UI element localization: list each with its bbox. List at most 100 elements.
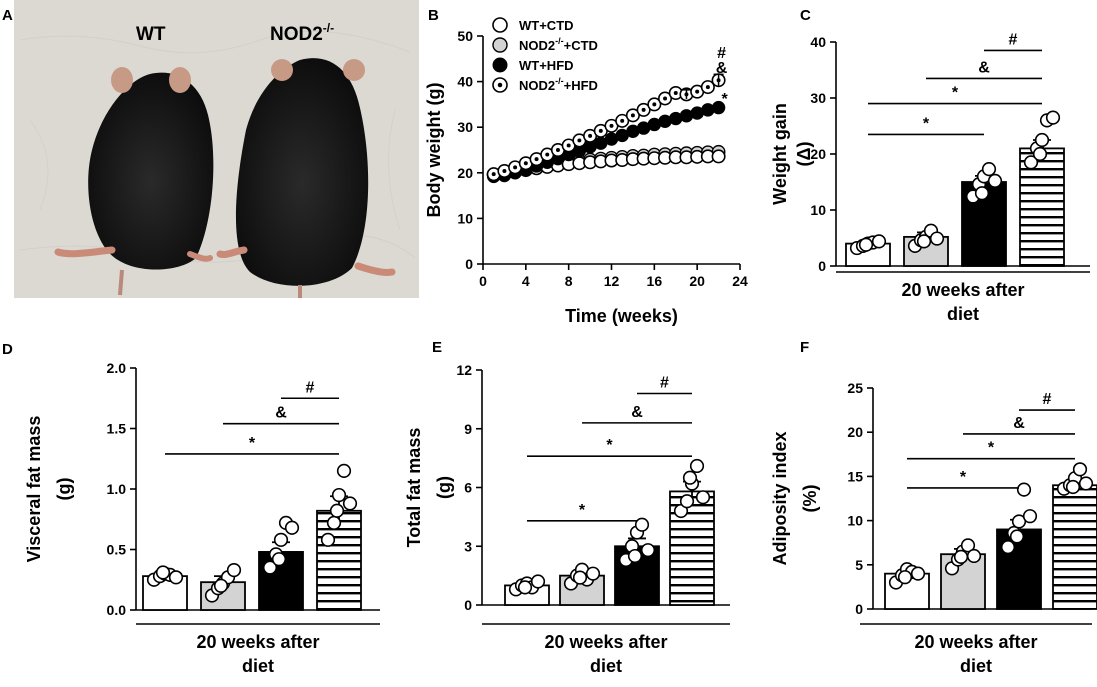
y-tick-label: 0 [464,597,472,613]
mouse-nod2-left-ear [271,59,293,81]
data-point [679,494,695,509]
mouse-nod2-body [235,58,369,286]
mouse-wt-right-foot [187,251,213,262]
data-point [329,503,345,518]
y-tick-label: 30 [457,119,473,135]
legend-label-tail: +HFD [564,78,598,93]
mouse-wt-left-foot [54,246,116,258]
y-tick-label: 9 [464,421,472,437]
mouse-nod2-right-foot [354,262,396,276]
data-point-dot-center [609,123,614,128]
data-point [271,552,287,567]
y-axis-subtitle: (Δ) [794,142,814,167]
y-tick-label: 20 [457,165,473,181]
comparison-label: * [923,115,930,132]
data-point-open [711,149,726,164]
legend-label-tail: +CTD [564,38,598,53]
y-tick-label: 10 [810,202,826,218]
y-axis-title: Weight gain [770,103,790,205]
data-point-dot-center [577,138,582,143]
y-tick-label: 30 [810,90,826,106]
data-point [640,543,656,558]
y-tick-label: 6 [464,480,472,496]
legend-label-base: WT+HFD [519,58,574,73]
y-tick-label: 0 [818,258,826,274]
y-tick-label: 0 [465,256,473,272]
weight-gain-chart: C 0 10 20 30 40 Weight gain (Δ) # & * * 20 weeks aft… [770,7,1090,324]
data-point [627,548,643,564]
y-tick-label: 5 [855,557,863,573]
data-point [320,532,336,547]
x-axis-title: Time (weeks) [565,306,678,326]
data-point [929,231,945,246]
y-tick-label: 0.0 [107,602,127,618]
data-point [213,578,229,593]
data-point [336,463,352,478]
mouse-wt-left-ear [111,67,133,93]
data-point-dot-center [598,128,603,133]
mouse-wt-right-ear [169,67,191,93]
x-tick-label: 16 [647,273,663,289]
data-point-dot-center [545,152,550,157]
data-point-dot-center [534,157,539,162]
legend-label: NOD2-/-+CTD [519,36,598,53]
data-point [871,234,887,249]
data-point [897,570,913,585]
x-tick-label: 8 [565,273,573,289]
footer-line-2: diet [960,656,992,676]
legend-label: WT+HFD [519,58,574,73]
photo-label-nod2-base: NOD2 [270,24,323,45]
y-tick-label: 20 [810,146,826,162]
data-point [916,234,932,249]
comparison-label: & [275,405,287,422]
x-tick-label: 0 [479,273,487,289]
comparison-label: # [306,379,315,396]
comparison-label: # [1043,391,1052,408]
legend-label-sup: -/- [555,36,564,46]
y-tick-label: 1.0 [107,481,127,497]
footer-line-2: diet [590,656,622,676]
sig-amp: & [716,60,728,77]
y-tick-label: 1.5 [107,421,127,437]
legend-marker [492,57,508,73]
legend-label-sup: -/- [555,76,564,86]
comparison-label: & [631,404,643,421]
y-axis-title: Adiposity index [770,431,790,565]
footer-line-2: diet [947,304,979,324]
mouse-nod2 [216,58,396,298]
data-point-dot-center [705,85,710,90]
data-point [1022,509,1038,524]
data-point [331,487,347,503]
data-point-dot-center [663,96,668,101]
sig-hash: # [717,45,726,62]
comparison-label: & [978,59,990,76]
photo-label-nod2-sup: -/- [323,21,334,35]
data-point [966,548,982,564]
data-point [858,237,874,252]
data-point [155,565,171,580]
y-tick-label: 0 [855,601,863,617]
comparison-label: * [952,85,959,102]
y-axis-title: Visceral fat mass [24,416,44,563]
data-point-dot-center [555,148,560,152]
comparison-label: * [606,437,613,454]
panel-label-d: D [2,341,13,358]
x-tick-label: 20 [689,273,705,289]
adiposity-chart: F 0 5 10 15 20 25 Adiposity index (%) # & * * 20 week… [770,339,1097,676]
photo-label-nod2: NOD2-/- [270,21,334,45]
y-tick-label: 15 [847,468,863,484]
y-tick-label: 3 [464,538,472,554]
data-point-dot-center [695,89,700,94]
photo-label-wt: WT [136,24,166,45]
y-tick-label: 10 [847,513,863,529]
panel-label-a: A [2,7,13,24]
panel-label-e: E [432,339,442,356]
data-point-dot-center [652,102,657,107]
data-point [1065,479,1081,495]
body-weight-chart: B 0 10 20 30 40 50 0 4 8 12 16 20 24 Body weight (g) Ti… [424,7,748,326]
data-point [1045,110,1061,125]
visceral-fat-chart: D 0.0 0.5 1.0 1.5 2.0 Visceral fat mass (g) # & * 2… [2,341,380,676]
comparison-label: * [960,469,967,486]
data-point [1078,476,1094,491]
